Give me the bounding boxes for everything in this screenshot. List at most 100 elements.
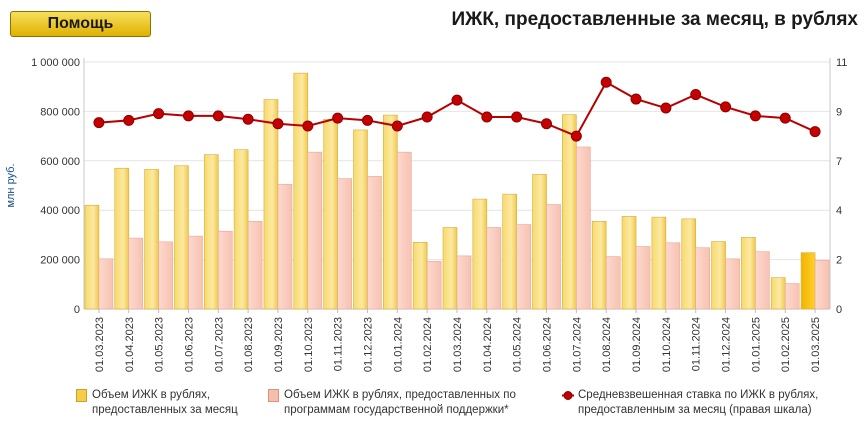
rate-point [123, 114, 135, 126]
bar-support [367, 176, 382, 310]
bar-total [412, 242, 428, 310]
y-tick-label: 800 000 [40, 106, 80, 118]
x-tick-label: 01.02.2025 [780, 317, 792, 372]
help-button[interactable]: Помощь [10, 11, 151, 37]
rate-point [720, 101, 732, 113]
bar-total [84, 204, 100, 310]
rate-point [212, 110, 224, 122]
bar-total [383, 114, 398, 310]
x-tick-label: 01.11.2024 [691, 317, 703, 371]
bar-support [486, 227, 502, 310]
y2-tick-label: 7 [836, 156, 842, 168]
bar-support [456, 255, 472, 310]
x-tick-label: 01.07.2023 [213, 317, 225, 372]
bar-total [532, 174, 547, 310]
x-tick-label: 01.01.2024 [392, 317, 404, 372]
x-tick-label: 01.01.2025 [750, 317, 762, 372]
y-tick-label: 600 000 [40, 156, 80, 168]
bar-support [188, 235, 203, 310]
rate-point [93, 117, 105, 129]
x-tick-label: 01.02.2024 [422, 317, 434, 372]
legend-swatch-rate [562, 391, 574, 400]
y2-tick-label: 0 [836, 304, 842, 316]
x-tick-label: 01.08.2023 [243, 317, 255, 372]
bar-total [800, 252, 816, 310]
bar-support [695, 247, 711, 310]
bar-total [472, 198, 488, 310]
bar-total [293, 72, 309, 310]
rate-point [242, 113, 254, 125]
y-axis-label: млн руб. [5, 163, 17, 207]
bar-total [263, 99, 279, 310]
legend-label-total: Объем ИЖК в рублях, предоставленных за м… [92, 389, 238, 416]
rate-point [421, 111, 433, 123]
y-tick-label: 1 000 000 [31, 57, 80, 69]
y2-tick-label: 9 [836, 106, 842, 118]
x-tick-label: 01.06.2023 [183, 317, 195, 372]
rate-point [511, 111, 523, 123]
x-tick-label: 01.12.2023 [362, 317, 374, 372]
rate-line [98, 80, 816, 138]
y-tick-label: 200 000 [40, 255, 80, 267]
bar-total [502, 193, 517, 310]
bar-total [770, 277, 786, 310]
bar-total [114, 167, 130, 310]
bar-total [651, 216, 667, 310]
bar-total [681, 218, 697, 310]
x-tick-label: 01.07.2024 [571, 317, 583, 372]
bar-support [635, 246, 651, 310]
rate-point [749, 110, 761, 122]
bar-support [755, 251, 770, 310]
x-tick-label: 01.09.2023 [273, 317, 285, 372]
rate-point [153, 108, 165, 120]
rate-point [481, 111, 493, 123]
bar-support [546, 204, 561, 310]
rate-point [660, 102, 672, 114]
bar-total [711, 241, 726, 310]
rate-point [361, 114, 373, 126]
bar-total [741, 237, 756, 310]
rate-point [630, 93, 642, 105]
rate-point [600, 76, 612, 88]
bar-total [174, 165, 189, 310]
bar-support [665, 242, 681, 310]
bar-support [337, 178, 352, 310]
x-tick-label: 01.04.2023 [124, 317, 136, 372]
bar-total [233, 149, 249, 310]
x-tick-label: 01.10.2023 [303, 317, 315, 372]
rate-point [302, 120, 314, 132]
bar-support [397, 151, 412, 310]
chart-title: ИЖК, предоставленные за месяц, в рублях [451, 9, 859, 30]
bar-support [277, 183, 293, 310]
rate-point [451, 94, 463, 106]
bar-total [203, 154, 219, 310]
bar-support [217, 230, 233, 310]
x-tick-label: 01.04.2024 [482, 317, 494, 372]
bar-total [591, 221, 607, 310]
bar-total [144, 169, 159, 310]
bar-total [353, 129, 368, 310]
bar-support [98, 258, 114, 310]
rate-point [332, 112, 344, 124]
bar-support [576, 146, 591, 310]
x-tick-label: 01.09.2024 [631, 317, 643, 372]
x-tick-label: 01.06.2024 [542, 317, 554, 372]
bar-total [621, 216, 637, 310]
rate-point [570, 130, 582, 142]
rate-point [690, 89, 702, 101]
bar-total [562, 114, 577, 310]
bar-support [426, 261, 442, 310]
rate-point [272, 118, 284, 130]
y-tick-label: 0 [74, 304, 80, 316]
legend-label-rate: Средневзвешенная ставка по ИЖК в рублях,… [578, 389, 819, 416]
rate-point [541, 118, 553, 130]
y-tick-label: 400 000 [40, 205, 80, 217]
x-tick-label: 01.03.2024 [452, 317, 464, 372]
bar-total [442, 227, 458, 310]
rate-point [182, 110, 194, 122]
legend-swatch-total [76, 389, 87, 402]
x-tick-label: 01.03.2023 [94, 317, 106, 372]
bar-support [247, 221, 263, 310]
bar-support [725, 258, 740, 310]
